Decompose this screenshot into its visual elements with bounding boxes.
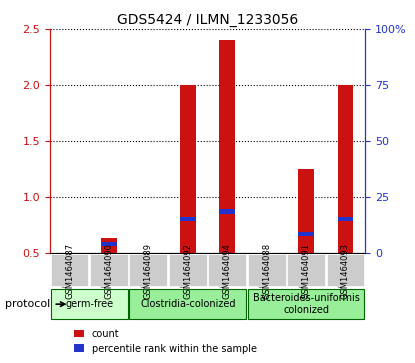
Bar (338, 85, 354, 253)
Bar (219, 209, 235, 214)
Bar (219, 40, 235, 253)
Bar (101, 238, 117, 253)
Text: GSM1464087: GSM1464087 (65, 242, 74, 299)
Text: GSM1464094: GSM1464094 (223, 242, 232, 298)
Bar (180, 85, 196, 253)
Bar (338, 217, 354, 221)
FancyBboxPatch shape (327, 254, 364, 286)
FancyBboxPatch shape (208, 254, 246, 286)
FancyBboxPatch shape (51, 289, 128, 319)
Text: GSM1464093: GSM1464093 (341, 242, 350, 299)
FancyBboxPatch shape (248, 254, 286, 286)
FancyBboxPatch shape (90, 254, 128, 286)
Bar (298, 232, 314, 236)
Bar (180, 217, 196, 221)
Text: GSM1464090: GSM1464090 (105, 242, 113, 298)
Text: germ-free: germ-free (65, 299, 113, 309)
FancyBboxPatch shape (248, 289, 364, 319)
Text: GSM1464088: GSM1464088 (262, 242, 271, 299)
FancyBboxPatch shape (287, 254, 325, 286)
Text: GSM1464089: GSM1464089 (144, 242, 153, 299)
FancyBboxPatch shape (51, 254, 88, 286)
FancyBboxPatch shape (129, 254, 167, 286)
Legend: count, percentile rank within the sample: count, percentile rank within the sample (71, 325, 261, 358)
Text: Clostridia-colonized: Clostridia-colonized (140, 299, 236, 309)
Text: protocol: protocol (5, 299, 65, 309)
Text: GSM1464091: GSM1464091 (302, 242, 310, 298)
FancyBboxPatch shape (169, 254, 207, 286)
FancyBboxPatch shape (129, 289, 246, 319)
Text: Bacteroides-uniformis
colonized: Bacteroides-uniformis colonized (253, 293, 359, 315)
Bar (298, 169, 314, 253)
Bar (101, 242, 117, 246)
Text: GSM1464092: GSM1464092 (183, 242, 192, 298)
Title: GDS5424 / ILMN_1233056: GDS5424 / ILMN_1233056 (117, 13, 298, 26)
